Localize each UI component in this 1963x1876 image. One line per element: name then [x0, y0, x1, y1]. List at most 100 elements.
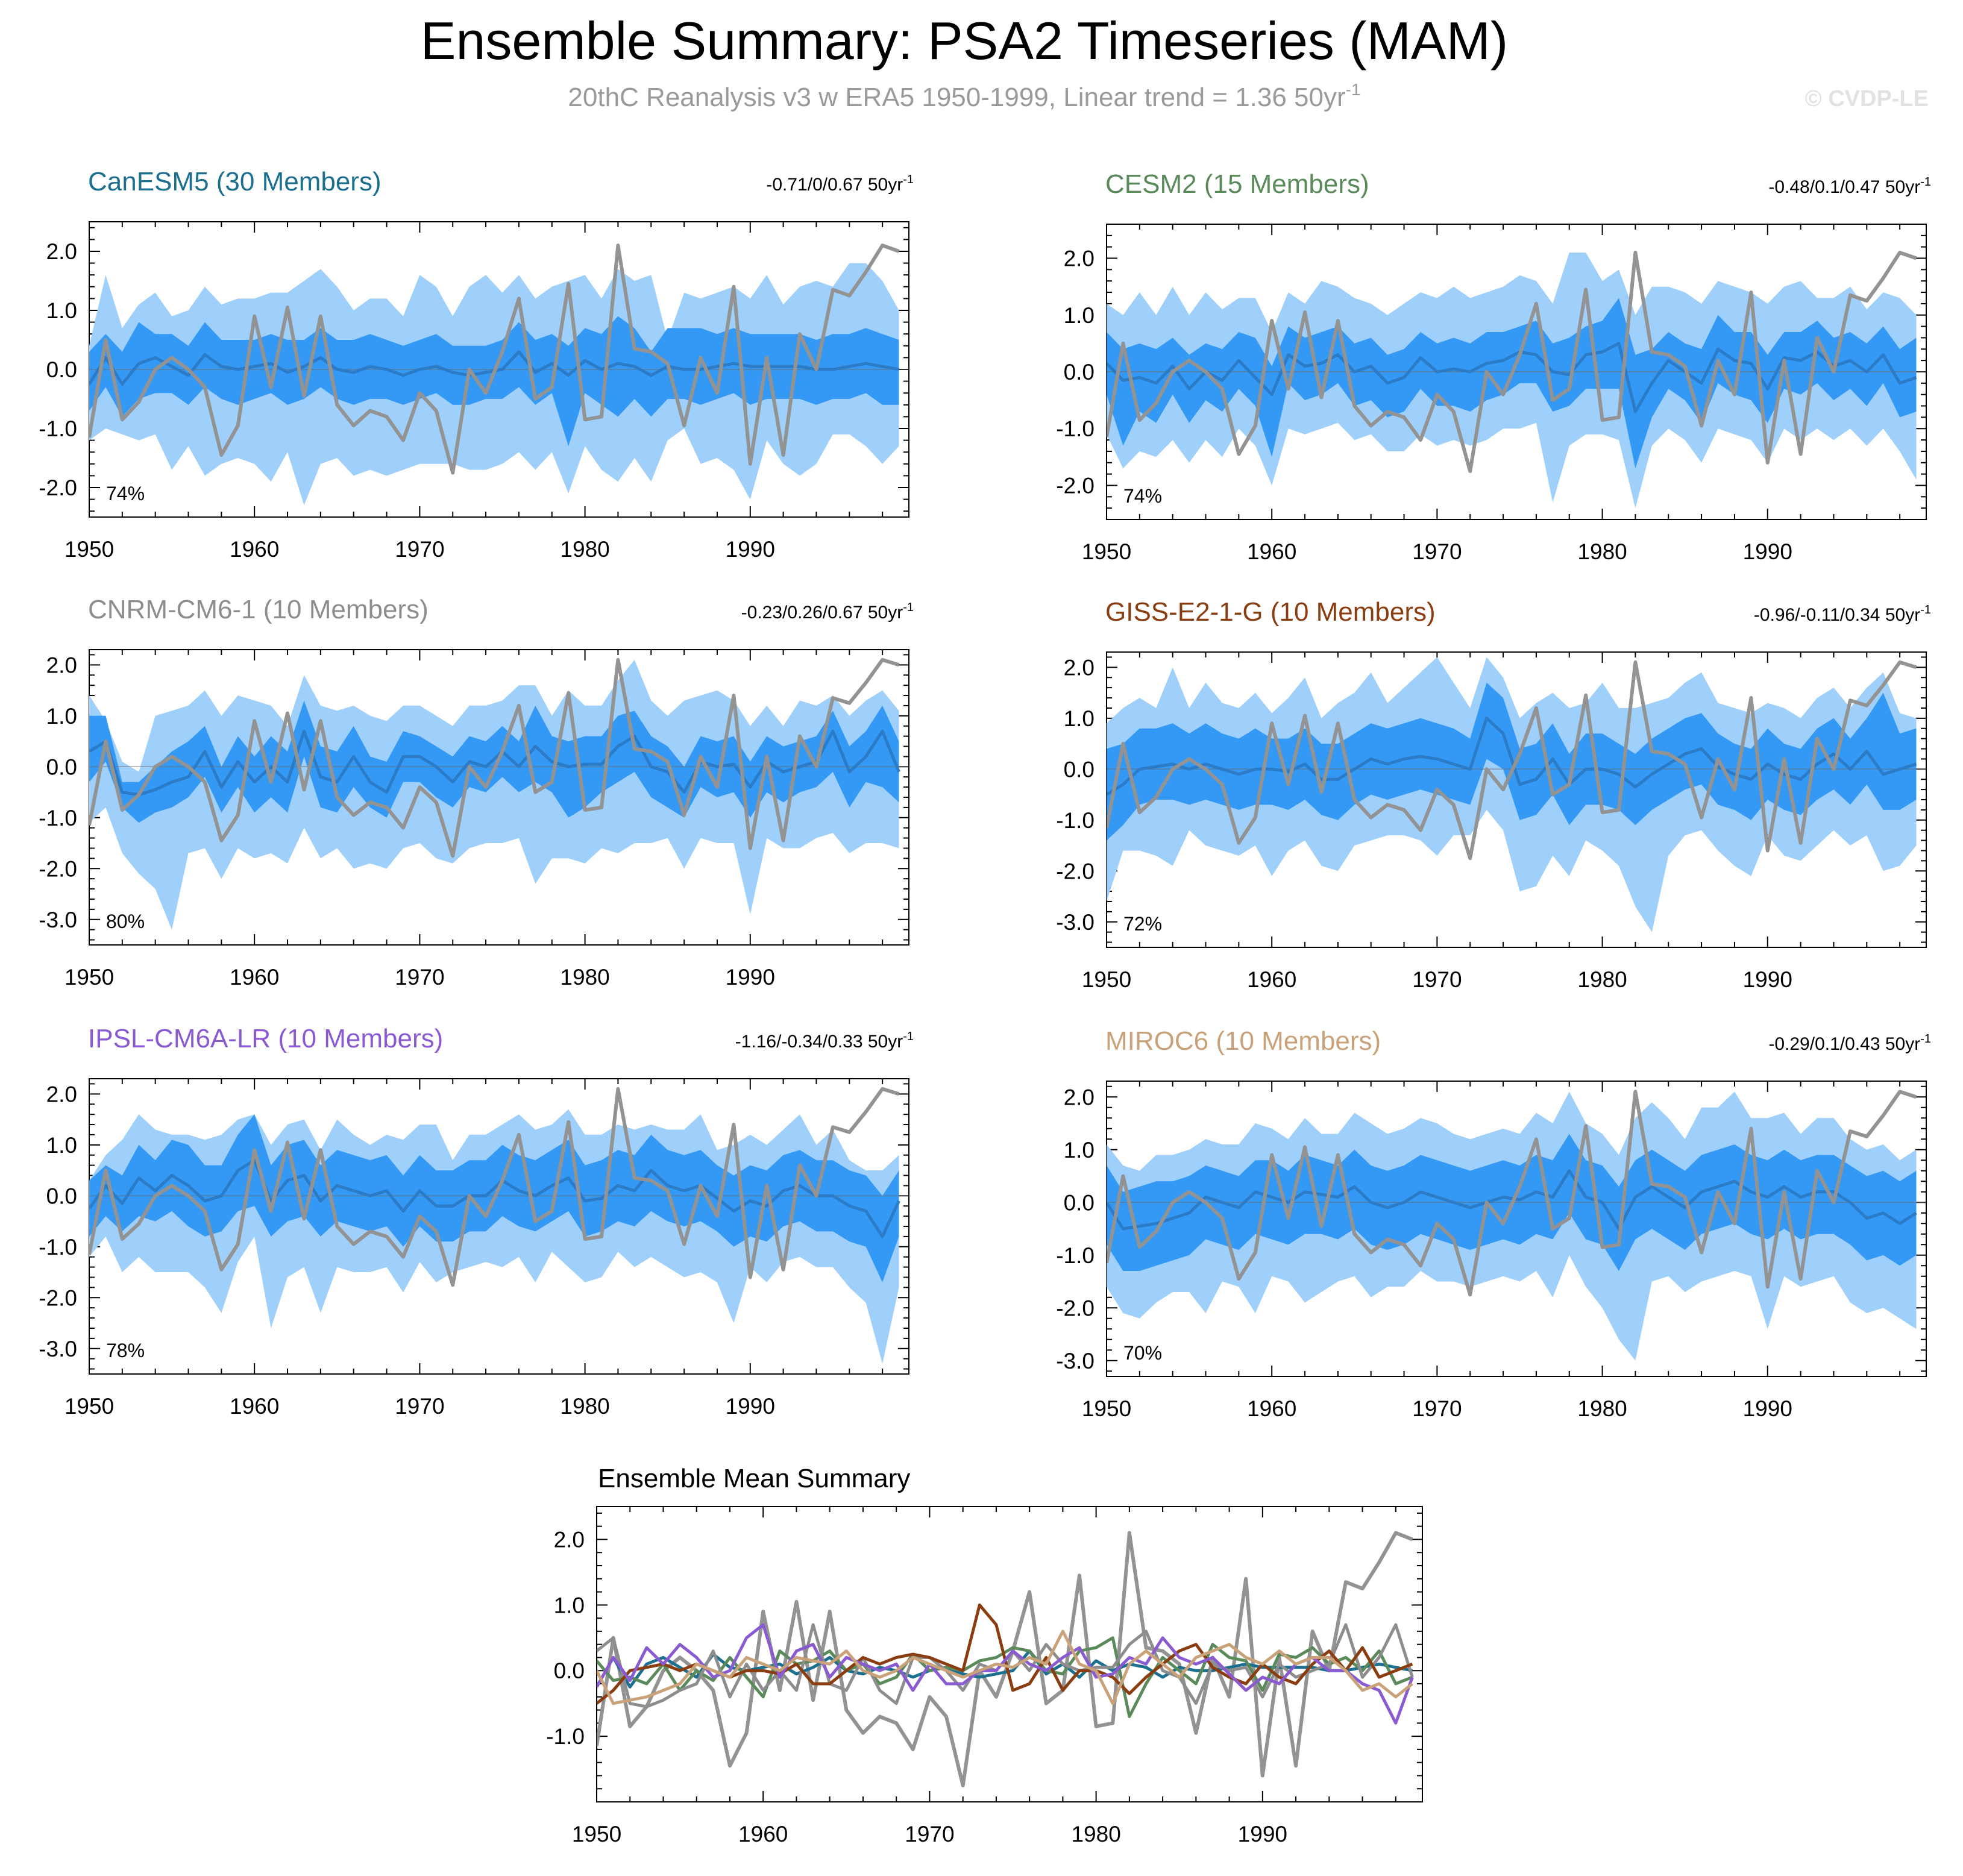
- panel-giss-e2-1-g: GISS-E2-1-G (10 Members) -0.96/-0.11/0.34…: [1056, 597, 1931, 992]
- y-tick-label: -2.0: [1056, 1296, 1095, 1320]
- x-tick-label: 1990: [1238, 1822, 1287, 1846]
- y-tick-label: -1.0: [1056, 416, 1095, 441]
- summary-panel: Ensemble Mean Summary 1950 1960 1970 1980 199…: [546, 1464, 1423, 1846]
- observation-line: [1107, 660, 1917, 861]
- panel-title: GISS-E2-1-G (10 Members): [1105, 597, 1436, 627]
- x-tick-label: 1970: [395, 1394, 444, 1419]
- x-tick-label: 1980: [1577, 539, 1627, 564]
- x-tick-label: 1960: [738, 1822, 788, 1846]
- y-tick-label: 1.0: [46, 1133, 77, 1158]
- ensemble-mean-line: [1107, 342, 1917, 413]
- y-tick-label: -1.0: [39, 806, 77, 830]
- y-tick-label: -1.0: [546, 1724, 585, 1749]
- panel-plot-area: [1107, 251, 1926, 509]
- y-tick-label: 2.0: [554, 1527, 585, 1552]
- x-tick-label: 1980: [1577, 1396, 1627, 1421]
- trend-superscript: -1: [1920, 1032, 1931, 1046]
- panels-layer: CanESM5 (30 Members) -0.71/0/0.67 50yr-11…: [39, 167, 1931, 1421]
- x-tick-label: 1980: [560, 537, 609, 562]
- y-tick-label: -3.0: [39, 908, 77, 932]
- watermark: © CVDP-LE: [1805, 86, 1929, 111]
- observation-line: [1107, 251, 1917, 473]
- x-tick-label: 1950: [1082, 967, 1131, 992]
- panel-plot-area: [1107, 657, 1926, 932]
- y-tick-label: 1.0: [554, 1593, 585, 1617]
- y-tick-label: 1.0: [1064, 706, 1095, 731]
- summary-plot-area: [597, 1531, 1414, 1787]
- x-tick-label: 1970: [1412, 539, 1462, 564]
- y-tick-label: 0.0: [1064, 757, 1095, 782]
- panel-canesm5: CanESM5 (30 Members) -0.71/0/0.67 50yr-1 1…: [39, 167, 914, 562]
- trend-superscript: -1: [903, 601, 914, 614]
- trend-text: -0.96/-0.11/0.34 50yr: [1754, 605, 1920, 625]
- panel-title: CNRM-CM6-1 (10 Members): [88, 595, 429, 624]
- y-tick-label: 2.0: [46, 239, 77, 264]
- y-tick-label: 0.0: [554, 1658, 585, 1683]
- panel-plot-area: [89, 657, 909, 930]
- x-tick-label: 1990: [726, 1394, 775, 1419]
- subtitle-superscript: -1: [1346, 80, 1361, 99]
- x-tick-label: 1950: [572, 1822, 621, 1846]
- y-tick-label: 1.0: [46, 704, 77, 729]
- subtitle-text: 20thC Reanalysis v3 w ERA5 1950-1999, Li…: [568, 83, 1345, 112]
- y-tick-label: 2.0: [1064, 1085, 1095, 1109]
- x-tick-label: 1960: [230, 1394, 279, 1419]
- trend-superscript: -1: [903, 1030, 914, 1043]
- summary-line-miroc6: [597, 1630, 1413, 1705]
- x-tick-label: 1960: [1247, 539, 1296, 564]
- x-tick-label: 1970: [395, 537, 444, 562]
- percent-label: 72%: [1123, 913, 1162, 935]
- y-tick-label: -3.0: [1056, 1349, 1095, 1373]
- panel-title: MIROC6 (10 Members): [1105, 1026, 1381, 1056]
- y-tick-label: 2.0: [1064, 246, 1095, 271]
- panel-trend: -1.16/-0.34/0.33 50yr-1: [735, 1030, 914, 1052]
- inner-range-band: [89, 316, 899, 447]
- figure-subtitle: 20thC Reanalysis v3 w ERA5 1950-1999, Li…: [568, 80, 1360, 112]
- y-tick-label: -1.0: [1056, 808, 1095, 833]
- x-tick-label: 1950: [64, 537, 114, 562]
- x-tick-label: 1980: [560, 1394, 609, 1419]
- panel-plot-area: [89, 243, 909, 506]
- plot-frame: [596, 1506, 1423, 1802]
- trend-text: -0.71/0/0.67 50yr: [766, 175, 903, 195]
- x-tick-label: 1970: [1412, 1396, 1462, 1421]
- x-tick-label: 1980: [1071, 1822, 1120, 1846]
- y-tick-label: 0.0: [46, 357, 77, 382]
- outer-range-band: [1107, 657, 1917, 932]
- percent-label: 80%: [106, 911, 145, 932]
- y-tick-label: 0.0: [1064, 360, 1095, 384]
- panel-ipsl-cm6a-lr: IPSL-CM6A-LR (10 Members) -1.16/-0.34/0.3…: [39, 1024, 914, 1419]
- x-tick-label: 1970: [905, 1822, 954, 1846]
- y-tick-label: -1.0: [39, 416, 77, 441]
- x-tick-label: 1990: [726, 537, 775, 562]
- observation-line: [89, 657, 900, 858]
- inner-range-band: [89, 700, 899, 823]
- trend-superscript: -1: [1920, 175, 1931, 189]
- panel-plot-area: [89, 1087, 909, 1364]
- y-tick-label: 1.0: [46, 298, 77, 323]
- y-tick-label: 1.0: [1064, 303, 1095, 328]
- x-tick-label: 1980: [560, 965, 609, 990]
- y-tick-label: -2.0: [1056, 473, 1095, 498]
- x-tick-label: 1950: [1082, 1396, 1131, 1421]
- panel-title: CanESM5 (30 Members): [88, 167, 382, 196]
- panel-title: CESM2 (15 Members): [1105, 169, 1369, 199]
- x-tick-label: 1980: [1577, 967, 1627, 992]
- x-tick-label: 1960: [230, 965, 279, 990]
- summary-title: Ensemble Mean Summary: [598, 1464, 910, 1493]
- x-tick-label: 1990: [1743, 539, 1792, 564]
- y-tick-label: -3.0: [1056, 910, 1095, 935]
- x-tick-label: 1950: [64, 965, 114, 990]
- x-tick-label: 1960: [230, 537, 279, 562]
- ensemble-mean-line: [1107, 1169, 1917, 1231]
- y-tick-label: 2.0: [1064, 655, 1095, 680]
- panel-cnrm-cm6-1: CNRM-CM6-1 (10 Members) -0.23/0.26/0.67 5…: [39, 595, 914, 990]
- y-tick-label: 0.0: [1064, 1190, 1095, 1215]
- y-tick-label: -1.0: [39, 1235, 77, 1260]
- x-tick-label: 1990: [1743, 967, 1792, 992]
- trend-text: -0.29/0.1/0.43 50yr: [1768, 1034, 1920, 1054]
- y-tick-label: -2.0: [39, 1285, 77, 1310]
- y-tick-label: -2.0: [39, 475, 77, 500]
- panel-trend: -0.71/0/0.67 50yr-1: [766, 173, 914, 195]
- observation-line: [1107, 1090, 1917, 1297]
